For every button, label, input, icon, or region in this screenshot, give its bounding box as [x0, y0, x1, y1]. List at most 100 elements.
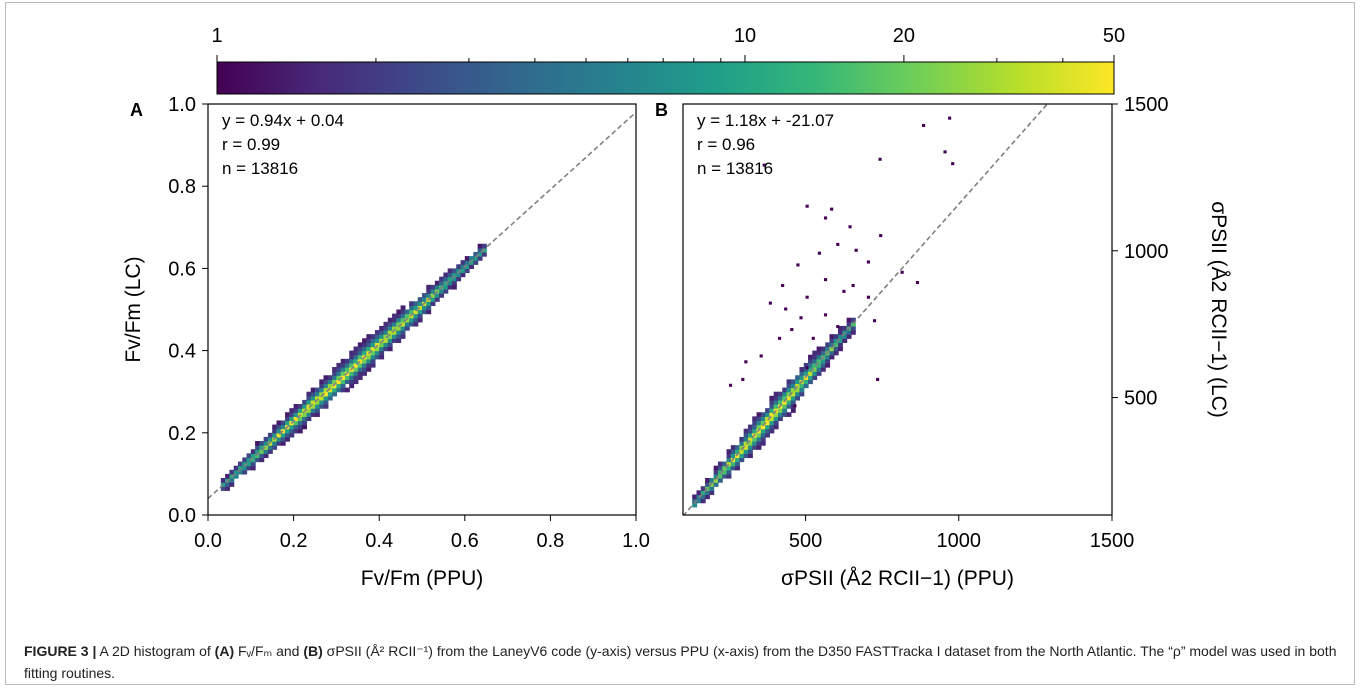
heatmap-cell — [340, 371, 346, 376]
heatmap-cell — [422, 293, 427, 298]
heatmap-cell — [302, 424, 308, 430]
heatmap-cell — [280, 432, 286, 438]
heatmap-cell — [255, 445, 260, 450]
heatmap-cell — [276, 420, 282, 426]
heatmap-cell — [237, 469, 243, 475]
heatmap-cell — [829, 338, 835, 343]
heatmap-cell — [327, 383, 333, 389]
heatmap-cell — [430, 293, 436, 298]
heatmap-outlier-cell — [836, 325, 840, 329]
heatmap-cell — [349, 379, 355, 385]
heatmap-cell — [357, 342, 363, 348]
heatmap-cell — [735, 465, 740, 471]
heatmap-cell — [769, 395, 775, 401]
stats-annotation: y = 0.94x + 0.04 — [222, 111, 344, 130]
heatmap-cell — [705, 478, 710, 483]
heatmap-cell — [705, 482, 710, 487]
heatmap-cell — [327, 375, 333, 380]
heatmap-cell — [717, 461, 723, 467]
heatmap-cell — [310, 399, 316, 405]
heatmap-cell — [825, 362, 831, 368]
heatmap-cell — [250, 453, 256, 459]
heatmap-cell — [242, 461, 248, 467]
heatmap-cell — [289, 416, 295, 422]
caption-lead: FIGURE 3 | — [24, 643, 97, 659]
heatmap-cell — [765, 412, 771, 417]
heatmap-cell — [696, 490, 702, 496]
heatmap-cell — [850, 325, 856, 331]
heatmap-cell — [700, 486, 706, 491]
heatmap-cell — [263, 453, 269, 459]
heatmap-outlier-cell — [951, 162, 955, 166]
heatmap-cell — [353, 358, 359, 364]
heatmap-outlier-cell — [762, 163, 766, 167]
heatmap-cell — [259, 453, 265, 459]
heatmap-cell — [790, 379, 796, 385]
heatmap-cell — [417, 317, 423, 323]
heatmap-cell — [293, 404, 299, 409]
heatmap-cell — [773, 395, 779, 401]
heatmap-cell — [825, 354, 831, 360]
heatmap-cell — [705, 494, 710, 500]
heatmap-cell — [692, 494, 698, 500]
heatmap-cell — [434, 284, 440, 290]
heatmap-cell — [417, 305, 423, 311]
heatmap-cell — [786, 379, 792, 385]
heatmap-cell — [777, 399, 783, 405]
heatmap-cell — [332, 383, 337, 389]
heatmap-cell — [332, 387, 337, 393]
heatmap-cell — [833, 350, 839, 356]
heatmap-cell — [366, 358, 372, 364]
heatmap-cell — [319, 387, 325, 393]
heatmap-cell — [726, 453, 732, 459]
heatmap-cell — [396, 309, 402, 315]
heatmap-cell — [773, 416, 779, 422]
heatmap-cell — [366, 362, 372, 368]
x-tick-label: 0.2 — [280, 530, 308, 552]
heatmap-cell — [396, 313, 402, 319]
heatmap-cell — [387, 334, 393, 339]
heatmap-outlier-cell — [823, 216, 828, 220]
heatmap-cell — [267, 449, 273, 454]
heatmap-cell — [293, 416, 299, 422]
heatmap-outlier-cell — [872, 319, 877, 323]
heatmap-cell — [289, 408, 295, 413]
colorbar: 1 10 20 50 — [211, 25, 1125, 95]
heatmap-cell — [417, 301, 423, 306]
heatmap-cell — [747, 424, 753, 430]
heatmap-cell — [726, 461, 732, 467]
heatmap-cell — [374, 350, 380, 356]
heatmap-cell — [340, 379, 346, 385]
heatmap-cell — [747, 453, 753, 459]
heatmap-cell — [769, 404, 775, 409]
heatmap-cell — [297, 420, 303, 426]
heatmap-cell — [323, 391, 329, 397]
heatmap-outlier-cell — [823, 313, 828, 317]
heatmap-cell — [297, 424, 303, 430]
heatmap-cell — [259, 441, 265, 446]
stats-annotation: y = 1.18x + -21.07 — [697, 111, 834, 130]
heatmap-outlier-cell — [854, 248, 858, 252]
heatmap-cell — [366, 367, 372, 372]
heatmap-cell — [302, 412, 308, 417]
heatmap-cell — [803, 367, 809, 372]
heatmap-cell — [229, 469, 235, 475]
heatmap-cell — [374, 330, 380, 335]
heatmap-cell — [760, 416, 766, 422]
heatmap-cell — [250, 457, 256, 463]
heatmap-cell — [344, 387, 350, 393]
heatmap-cell — [366, 342, 372, 348]
heatmap-outlier-cell — [842, 289, 846, 293]
heatmap-cell — [773, 420, 779, 426]
heatmap-cell — [426, 293, 432, 298]
heatmap-cell — [293, 408, 299, 413]
heatmap-cell — [336, 362, 342, 368]
heatmap-cell — [392, 313, 397, 319]
heatmap-outlier-cell — [793, 404, 797, 408]
heatmap-cell — [447, 280, 453, 286]
heatmap-cell — [362, 362, 367, 368]
heatmap-cell — [409, 313, 415, 319]
heatmap-cell — [340, 358, 346, 364]
heatmap-cell — [267, 445, 273, 450]
heatmap-cell — [242, 469, 248, 475]
